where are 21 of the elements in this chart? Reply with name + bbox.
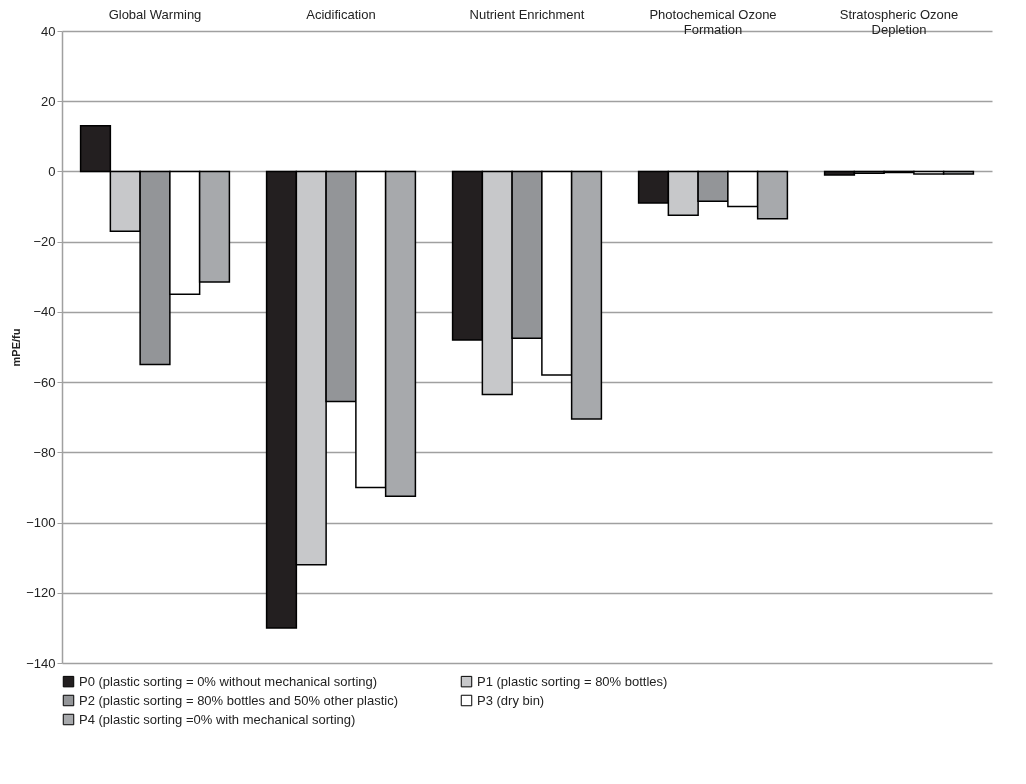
legend-label: P1 (plastic sorting = 80% bottles)	[477, 673, 668, 689]
y-tick-label: −100	[26, 515, 56, 531]
x-tick-label: Global Warming	[108, 6, 202, 22]
y-tick-label: −120	[26, 585, 56, 601]
legend-label: P0 (plastic sorting = 0% without mechanical sorting)	[79, 673, 378, 689]
x-tick-label: Stratospheric Ozone Depletion	[839, 6, 959, 37]
y-tick-label: 40	[41, 23, 56, 39]
x-tick-label: Photochemical Ozone Formation	[649, 6, 777, 37]
legend-label: P3 (dry bin)	[477, 692, 545, 708]
x-tick-label: Nutrient Enrichment	[469, 6, 585, 22]
legend-label: P2 (plastic sorting = 80% bottles and 50% other plastic)	[79, 692, 399, 708]
y-tick-label: 0	[48, 163, 56, 179]
y-tick-label: −20	[33, 234, 56, 250]
x-tick-label: Acidification	[306, 6, 376, 22]
y-tick-label: 20	[41, 93, 56, 109]
legend-label: P4 (plastic sorting =0% with mechanical sorting)	[79, 711, 356, 727]
y-tick-label: −40	[33, 304, 56, 320]
y-axis-title: mPE/fu	[10, 328, 23, 367]
y-tick-label: −140	[26, 655, 56, 671]
y-tick-label: −60	[33, 374, 56, 390]
y-tick-label: −80	[33, 444, 56, 460]
